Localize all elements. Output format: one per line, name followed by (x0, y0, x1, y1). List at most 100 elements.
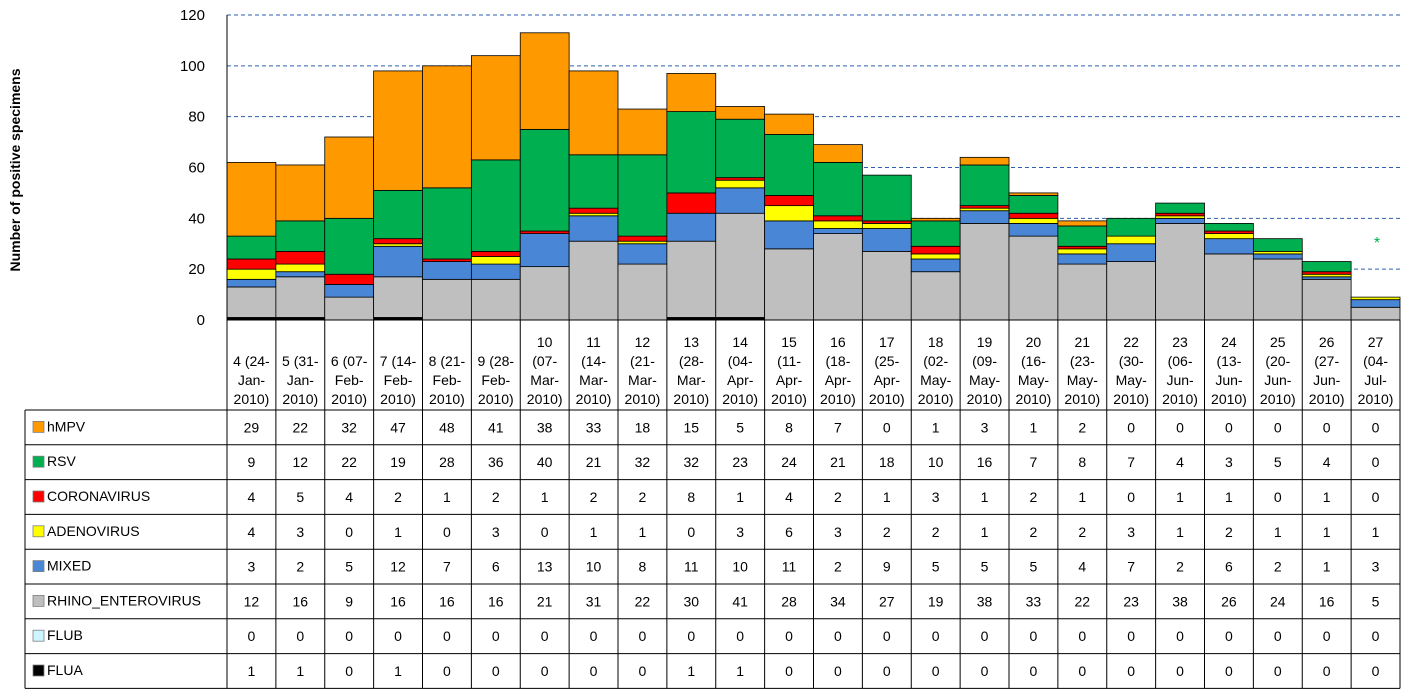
table-cell: 36 (488, 454, 504, 470)
table-cell: 18 (879, 454, 895, 470)
table-cell: 13 (537, 559, 553, 575)
legend-key-hmpv (32, 420, 45, 433)
bar-segment-hmpv (519, 32, 570, 130)
table-cell: 0 (785, 663, 793, 679)
bar-segment-rhino_enterovirus (764, 248, 814, 321)
table-cell: 1 (1225, 489, 1233, 505)
table-cell: 7 (1127, 454, 1135, 470)
table-cell: 5 (1274, 454, 1282, 470)
table-cell: 1 (981, 489, 989, 505)
table-cell: 48 (439, 419, 455, 435)
bar-segment-rhino_enterovirus (1252, 258, 1303, 321)
table-cell: 21 (537, 593, 553, 609)
table-cell: 0 (1030, 663, 1038, 679)
bar-segment-hmpv (1008, 192, 1059, 196)
legend-key-mixed (32, 560, 45, 572)
table-cell: 0 (687, 628, 695, 644)
table-cell: 31 (586, 593, 602, 609)
table-cell: 16 (977, 454, 993, 470)
table-cell: 1 (1323, 524, 1331, 540)
table-cell: 3 (248, 559, 256, 575)
bar-segment-adenovirus (275, 263, 326, 273)
legend-label: CORONAVIRUS (47, 488, 150, 504)
y-tick-label: 20 (188, 261, 205, 278)
table-cell: 0 (590, 663, 598, 679)
table-cell: 19 (390, 454, 406, 470)
table-cell: 2 (1078, 419, 1086, 435)
table-cell: 0 (1225, 628, 1233, 644)
category-label: 9 (28-Feb-2010) (478, 353, 515, 407)
bar-segment-adenovirus (1057, 248, 1108, 255)
table-cell: 0 (443, 628, 451, 644)
table-cell: 0 (883, 663, 891, 679)
table-cell: 0 (541, 663, 549, 679)
legend-key-rsv (32, 455, 45, 468)
bar-segment-rhino_enterovirus (275, 276, 326, 318)
table-cell: 1 (1176, 524, 1184, 540)
bar-segment-rhino_enterovirus (519, 266, 570, 321)
bar-segment-mixed (275, 271, 326, 278)
table-cell: 2 (883, 524, 891, 540)
table-cell: 2 (394, 489, 402, 505)
bar-segment-mixed (617, 243, 668, 265)
annotation-asterisk: * (1374, 235, 1380, 252)
table-cell: 5 (296, 489, 304, 505)
bar-segment-rhino_enterovirus (1301, 278, 1352, 321)
table-cell: 0 (345, 628, 353, 644)
table-cell: 3 (736, 524, 744, 540)
legend-key-flua (32, 664, 45, 677)
table-cell: 4 (248, 489, 256, 505)
table-cell: 3 (981, 419, 989, 435)
bar-segment-coronavirus (617, 235, 668, 242)
bar-segment-rhino_enterovirus (715, 212, 766, 318)
table-cell: 2 (1225, 524, 1233, 540)
table-cell: 0 (1225, 419, 1233, 435)
table-cell: 12 (390, 559, 406, 575)
bar-segment-mixed (1057, 253, 1108, 265)
table-cell: 22 (1075, 593, 1091, 609)
table-cell: 0 (1127, 663, 1135, 679)
bar-segment-rhino_enterovirus (1057, 263, 1108, 321)
category-label: 11 (14-Mar-2010) (576, 334, 612, 407)
table-cell: 1 (1372, 524, 1380, 540)
bar-segment-rsv (568, 154, 619, 209)
bar-segment-hmpv (1057, 220, 1108, 227)
category-label: 13 (28-Mar-2010) (673, 334, 709, 407)
bar-segment-rsv (1204, 223, 1254, 232)
table-cell: 0 (1323, 663, 1331, 679)
bar-segment-hmpv (666, 73, 717, 112)
bar-segment-rhino_enterovirus (617, 263, 668, 321)
table-cell: 2 (590, 489, 598, 505)
table-cell: 1 (394, 663, 402, 679)
table-cell: 2 (296, 559, 304, 575)
table-cell: 15 (684, 419, 700, 435)
table-cell: 38 (977, 593, 993, 609)
table-cell: 23 (1123, 593, 1139, 609)
y-tick-label: 80 (188, 109, 205, 126)
table-cell: 0 (1176, 663, 1184, 679)
table-cell: 0 (248, 628, 256, 644)
category-label: 21 (23-May-2010) (1064, 334, 1100, 407)
bar-segment-adenovirus (1204, 233, 1254, 240)
table-cell: 1 (736, 663, 744, 679)
bar-segment-adenovirus (1106, 235, 1157, 245)
table-cell: 22 (293, 419, 309, 435)
table-cell: 1 (541, 489, 549, 505)
table-cell: 24 (1270, 593, 1286, 609)
category-label: 6 (07-Feb-2010) (331, 353, 368, 407)
table-cell: 1 (1078, 489, 1086, 505)
bar-segment-rhino_enterovirus (666, 240, 717, 318)
table-cell: 5 (345, 559, 353, 575)
bar-segment-mixed (226, 278, 277, 288)
table-cell: 1 (932, 419, 940, 435)
table-cell: 0 (639, 663, 647, 679)
legend-label: MIXED (47, 558, 91, 574)
table-cell: 5 (932, 559, 940, 575)
bar-segment-rhino_enterovirus (1204, 253, 1254, 321)
bar-segment-hmpv (275, 164, 326, 222)
table-cell: 32 (684, 454, 700, 470)
table-cell: 0 (932, 628, 940, 644)
table-cell: 4 (1176, 454, 1184, 470)
table-cell: 0 (541, 524, 549, 540)
bar-segment-mixed (715, 187, 766, 214)
